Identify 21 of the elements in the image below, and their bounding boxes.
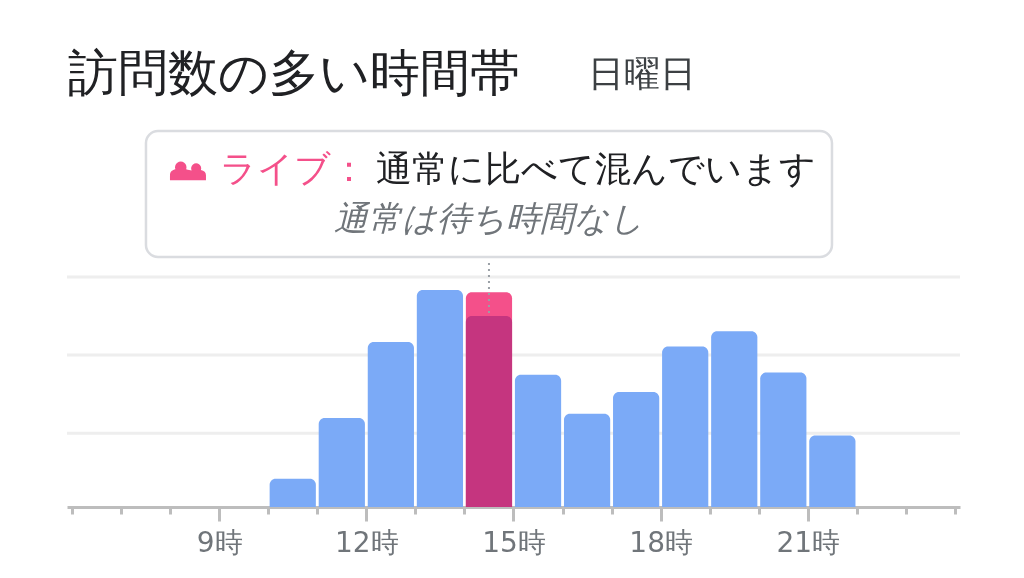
x-tick-label: 15時 xyxy=(482,525,546,559)
chart-title: 訪問数の多い時間帯 xyxy=(68,44,520,102)
x-tick-label: 21時 xyxy=(776,525,841,559)
x-tick-label: 9時 xyxy=(196,525,243,559)
bar xyxy=(563,413,611,507)
bar xyxy=(416,290,464,507)
text: 通常に比べて混んでいます xyxy=(375,148,816,189)
bar xyxy=(711,331,758,507)
bar xyxy=(514,374,562,507)
bar xyxy=(367,342,414,507)
text: 通常は待ち時間なし xyxy=(333,198,644,238)
chart-subtitle: 日曜日 xyxy=(588,53,696,94)
bar xyxy=(613,392,660,507)
x-tick-label: 18時 xyxy=(629,525,693,559)
bar xyxy=(318,418,365,507)
bar xyxy=(809,435,856,507)
bar xyxy=(760,372,807,507)
bar xyxy=(269,478,316,507)
bar xyxy=(662,346,709,507)
x-tick-label: 12時 xyxy=(335,525,399,559)
legend-label: ライブ： xyxy=(219,148,367,189)
